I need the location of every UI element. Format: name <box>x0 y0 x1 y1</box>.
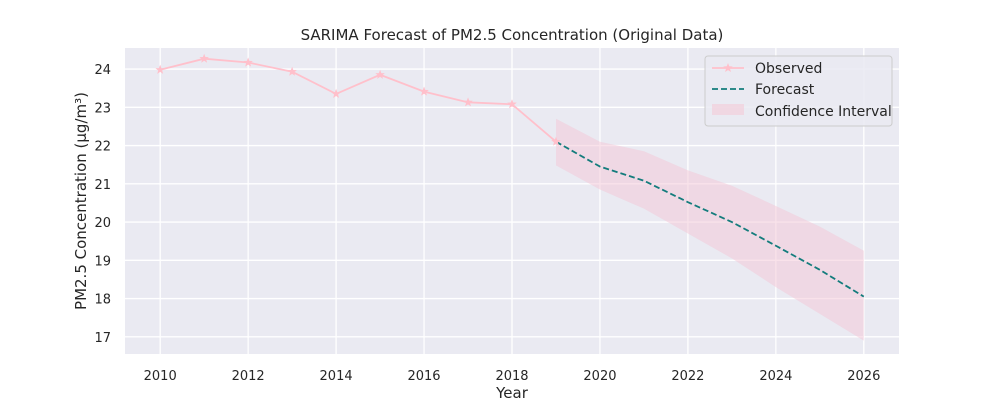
x-tick-label: 2014 <box>320 369 353 384</box>
x-tick-label: 2020 <box>583 369 616 384</box>
observed-line <box>159 57 557 143</box>
y-tick-label: 24 <box>94 63 111 78</box>
observed-point <box>551 136 561 146</box>
observed-point <box>243 57 253 67</box>
observed-point <box>507 99 517 109</box>
observed-point <box>419 86 429 96</box>
legend-box <box>704 55 893 127</box>
legend-label-observed: Observed <box>755 61 822 77</box>
x-tick-label: 2026 <box>847 369 880 384</box>
x-tick-label: 2012 <box>232 369 265 384</box>
x-tick-label: 2016 <box>407 369 440 384</box>
confidence-interval-band <box>555 118 864 341</box>
series-lines <box>159 57 865 298</box>
y-tick-label: 17 <box>94 331 111 346</box>
observed-point <box>155 64 165 74</box>
y-axis-label: PM2.5 Concentration (µg/m³) <box>72 92 90 310</box>
y-tick-label: 19 <box>94 254 111 269</box>
legend-label-confidence: Confidence Interval <box>755 104 892 120</box>
legend-label-forecast: Forecast <box>755 82 815 98</box>
x-tick-label: 2022 <box>671 369 704 384</box>
observed-markers <box>155 53 561 146</box>
y-tick-label: 22 <box>94 140 111 155</box>
x-tick-label: 2018 <box>495 369 528 384</box>
observed-point <box>199 53 209 63</box>
observed-point <box>287 66 297 76</box>
y-tick-label: 23 <box>94 101 111 116</box>
y-tick-label: 18 <box>94 293 111 308</box>
y-tick-label: 20 <box>94 216 111 231</box>
x-tick-label: 2010 <box>144 369 177 384</box>
legend: Observed Forecast Confidence Interval <box>704 55 893 127</box>
x-axis-label: Year <box>495 384 529 400</box>
legend-confidence-swatch <box>712 104 744 115</box>
chart-title: SARIMA Forecast of PM2.5 Concentration (… <box>301 26 724 44</box>
observed-point <box>463 97 473 107</box>
confidence-band-layer <box>555 118 864 341</box>
observed-point <box>331 88 341 98</box>
observed-point <box>375 69 385 79</box>
forecast-line <box>555 140 865 298</box>
y-tick-label: 21 <box>94 178 111 193</box>
legend-observed-star-icon <box>723 63 733 73</box>
x-tick-label: 2024 <box>759 369 792 384</box>
tick-labels: 2010 2012 2014 2016 2018 2020 2022 2024 20261718… <box>94 63 880 384</box>
